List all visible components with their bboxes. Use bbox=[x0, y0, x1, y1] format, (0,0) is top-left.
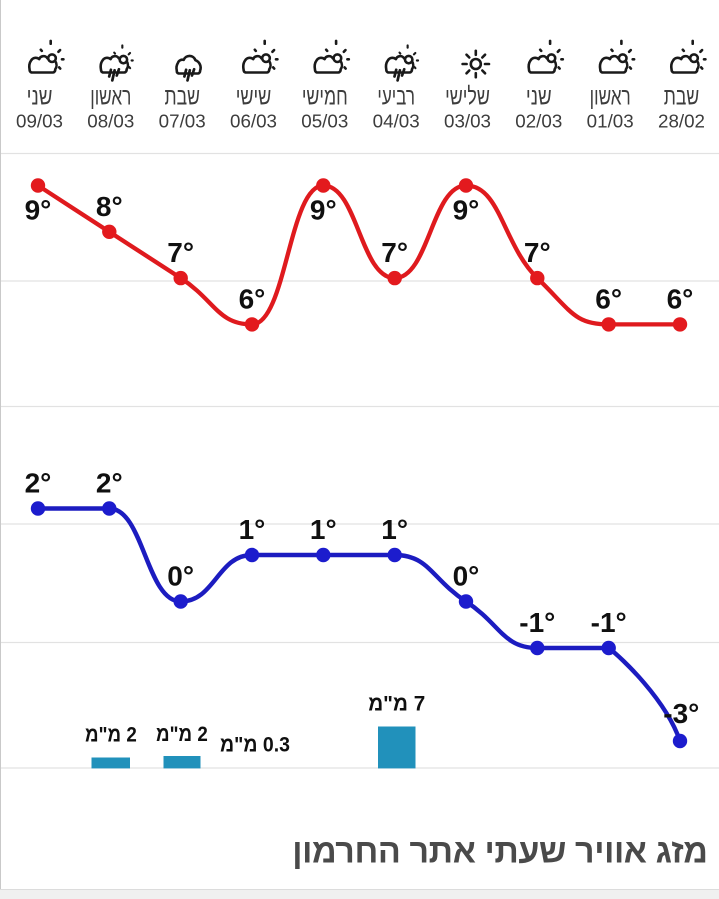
svg-text:2 מ"מ: 2 מ"מ bbox=[156, 722, 208, 746]
svg-text:28/02: 28/02 bbox=[658, 111, 705, 132]
svg-text:01/03: 01/03 bbox=[587, 111, 634, 132]
svg-text:06/03: 06/03 bbox=[230, 111, 277, 132]
svg-text:0°: 0° bbox=[167, 561, 194, 592]
svg-text:שני: שני bbox=[526, 84, 552, 111]
svg-text:6°: 6° bbox=[239, 283, 266, 314]
svg-text:0°: 0° bbox=[453, 561, 480, 592]
svg-text:2°: 2° bbox=[25, 468, 52, 499]
svg-text:6°: 6° bbox=[667, 283, 694, 314]
svg-text:0.3 מ"מ: 0.3 מ"מ bbox=[220, 733, 290, 757]
svg-text:1°: 1° bbox=[310, 514, 337, 545]
svg-text:שישי: שישי bbox=[236, 84, 272, 111]
svg-text:1°: 1° bbox=[239, 514, 266, 545]
svg-text:1°: 1° bbox=[381, 514, 408, 545]
svg-text:9°: 9° bbox=[453, 195, 480, 226]
svg-text:רביעי: רביעי bbox=[377, 84, 415, 111]
svg-text:9°: 9° bbox=[310, 195, 337, 226]
svg-text:ראשון: ראשון bbox=[590, 84, 631, 111]
svg-text:7 מ"מ: 7 מ"מ bbox=[368, 692, 425, 716]
svg-text:-1°: -1° bbox=[591, 607, 627, 638]
svg-text:2°: 2° bbox=[96, 468, 123, 499]
svg-text:-3°: -3° bbox=[663, 698, 699, 729]
svg-text:חמישי: חמישי bbox=[302, 84, 348, 111]
svg-text:8°: 8° bbox=[96, 191, 123, 222]
svg-text:שבת: שבת bbox=[664, 84, 699, 111]
svg-text:05/03: 05/03 bbox=[301, 111, 348, 132]
svg-text:03/03: 03/03 bbox=[444, 111, 491, 132]
svg-text:04/03: 04/03 bbox=[373, 111, 420, 132]
svg-text:7°: 7° bbox=[167, 237, 194, 268]
svg-text:שבת: שבת bbox=[165, 84, 200, 111]
svg-text:9°: 9° bbox=[25, 195, 52, 226]
svg-text:מזג אוויר שעתי אתר החרמון: מזג אוויר שעתי אתר החרמון bbox=[292, 833, 707, 871]
svg-text:02/03: 02/03 bbox=[515, 111, 562, 132]
svg-text:שני: שני bbox=[27, 84, 53, 111]
svg-text:6°: 6° bbox=[595, 283, 622, 314]
svg-text:-1°: -1° bbox=[519, 607, 555, 638]
svg-text:שלישי: שלישי bbox=[445, 84, 490, 111]
svg-text:07/03: 07/03 bbox=[159, 111, 206, 132]
svg-text:08/03: 08/03 bbox=[87, 111, 134, 132]
svg-text:ראשון: ראשון bbox=[90, 84, 131, 111]
svg-text:7°: 7° bbox=[381, 237, 408, 268]
svg-text:2 מ"מ: 2 מ"מ bbox=[85, 723, 137, 747]
svg-text:7°: 7° bbox=[524, 237, 551, 268]
svg-text:09/03: 09/03 bbox=[16, 111, 63, 132]
